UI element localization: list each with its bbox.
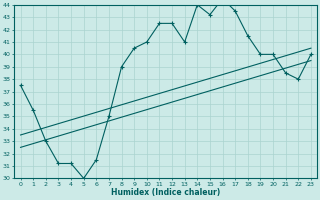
X-axis label: Humidex (Indice chaleur): Humidex (Indice chaleur) — [111, 188, 220, 197]
